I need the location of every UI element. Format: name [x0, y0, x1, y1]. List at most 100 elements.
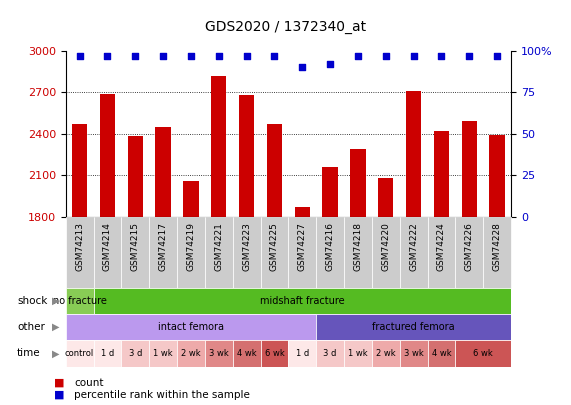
Text: ▶: ▶ — [51, 296, 59, 306]
Text: time: time — [17, 348, 41, 358]
Bar — [239, 95, 254, 217]
Text: shock: shock — [17, 296, 47, 306]
Bar — [260, 340, 288, 367]
Bar — [456, 340, 511, 367]
Bar — [434, 131, 449, 217]
Bar — [323, 167, 338, 217]
Text: ■: ■ — [54, 378, 65, 388]
Point — [242, 52, 251, 59]
Bar — [483, 217, 511, 288]
Text: GSM74217: GSM74217 — [159, 222, 168, 271]
Bar — [205, 217, 233, 288]
Bar — [66, 314, 316, 340]
Point — [103, 52, 112, 59]
Point — [159, 52, 168, 59]
Bar — [66, 340, 94, 367]
Bar — [94, 217, 122, 288]
Text: GSM74221: GSM74221 — [214, 222, 223, 271]
Bar — [211, 76, 227, 217]
Text: count: count — [74, 378, 104, 388]
Bar — [295, 207, 310, 217]
Text: 3 d: 3 d — [323, 349, 337, 358]
Bar — [149, 340, 177, 367]
Point — [270, 52, 279, 59]
Text: GSM74214: GSM74214 — [103, 222, 112, 271]
Bar — [233, 340, 260, 367]
Text: 3 wk: 3 wk — [209, 349, 228, 358]
Text: GSM74219: GSM74219 — [186, 222, 195, 271]
Point — [409, 52, 418, 59]
Point — [75, 52, 84, 59]
Bar — [260, 217, 288, 288]
Text: ▶: ▶ — [51, 322, 59, 332]
Text: GSM74227: GSM74227 — [297, 222, 307, 271]
Text: 6 wk: 6 wk — [473, 349, 493, 358]
Bar — [288, 340, 316, 367]
Text: GSM74225: GSM74225 — [270, 222, 279, 271]
Bar — [456, 217, 483, 288]
Text: GSM74222: GSM74222 — [409, 222, 418, 271]
Bar — [350, 149, 365, 217]
Point — [437, 52, 446, 59]
Bar — [316, 217, 344, 288]
Bar — [344, 217, 372, 288]
Point — [353, 52, 363, 59]
Point — [381, 52, 391, 59]
Text: 1 wk: 1 wk — [348, 349, 368, 358]
Text: percentile rank within the sample: percentile rank within the sample — [74, 390, 250, 400]
Text: GSM74213: GSM74213 — [75, 222, 84, 271]
Bar — [428, 340, 456, 367]
Point — [493, 52, 502, 59]
Bar — [489, 135, 505, 217]
Bar — [372, 217, 400, 288]
Bar — [316, 340, 344, 367]
Bar — [66, 217, 94, 288]
Text: 2 wk: 2 wk — [181, 349, 201, 358]
Bar — [177, 340, 205, 367]
Text: GDS2020 / 1372340_at: GDS2020 / 1372340_at — [205, 20, 366, 34]
Bar — [267, 124, 282, 217]
Text: GSM74216: GSM74216 — [325, 222, 335, 271]
Text: GSM74218: GSM74218 — [353, 222, 363, 271]
Point — [325, 61, 335, 67]
Text: 4 wk: 4 wk — [432, 349, 451, 358]
Bar — [205, 340, 233, 367]
Point — [131, 52, 140, 59]
Text: fractured femora: fractured femora — [372, 322, 455, 332]
Bar — [461, 121, 477, 217]
Text: 3 d: 3 d — [128, 349, 142, 358]
Bar — [428, 217, 456, 288]
Bar — [344, 340, 372, 367]
Bar — [372, 340, 400, 367]
Text: GSM74215: GSM74215 — [131, 222, 140, 271]
Bar — [378, 178, 393, 217]
Text: control: control — [65, 349, 94, 358]
Text: 4 wk: 4 wk — [237, 349, 256, 358]
Text: other: other — [17, 322, 45, 332]
Bar — [72, 124, 87, 217]
Text: intact femora: intact femora — [158, 322, 224, 332]
Text: GSM74220: GSM74220 — [381, 222, 391, 271]
Text: 3 wk: 3 wk — [404, 349, 424, 358]
Text: 1 wk: 1 wk — [153, 349, 173, 358]
Bar — [316, 314, 511, 340]
Bar — [94, 340, 122, 367]
Text: ■: ■ — [54, 390, 65, 400]
Bar — [400, 340, 428, 367]
Text: GSM74228: GSM74228 — [493, 222, 502, 271]
Bar — [233, 217, 260, 288]
Point — [214, 52, 223, 59]
Bar — [400, 217, 428, 288]
Bar — [122, 340, 149, 367]
Bar — [122, 217, 149, 288]
Bar — [66, 288, 94, 314]
Bar — [177, 217, 205, 288]
Text: GSM74223: GSM74223 — [242, 222, 251, 271]
Bar — [288, 217, 316, 288]
Point — [465, 52, 474, 59]
Text: midshaft fracture: midshaft fracture — [260, 296, 344, 306]
Text: GSM74226: GSM74226 — [465, 222, 474, 271]
Text: 6 wk: 6 wk — [264, 349, 284, 358]
Text: 1 d: 1 d — [101, 349, 114, 358]
Text: 2 wk: 2 wk — [376, 349, 396, 358]
